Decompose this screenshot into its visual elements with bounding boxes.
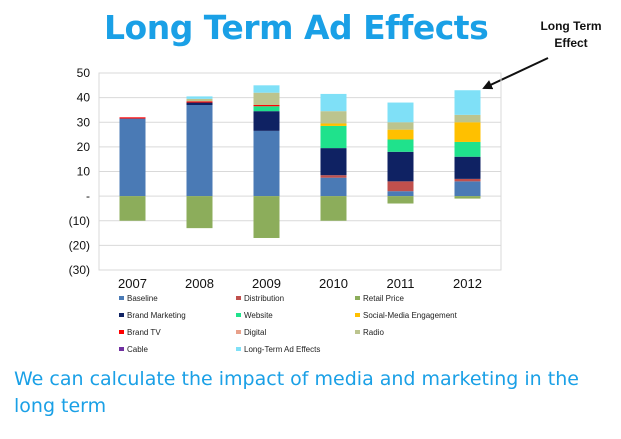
y-tick-label: (10) (69, 214, 90, 228)
x-axis-ticks: 2007 2008 2009 2010 2011 2012 (118, 276, 482, 291)
y-tick-label: 40 (77, 91, 91, 105)
legend-swatch (236, 313, 241, 317)
bar-segment (253, 111, 280, 131)
bar-segment (454, 196, 481, 199)
legend-label: Distribution (244, 294, 284, 303)
y-tick-label: 20 (77, 140, 91, 154)
bar-segment (186, 105, 213, 197)
bar-segment (119, 118, 146, 197)
y-tick-label: (20) (69, 238, 90, 252)
bar-segment (186, 196, 213, 229)
x-tick-label: 2009 (252, 276, 281, 291)
legend-label: Long-Term Ad Effects (244, 345, 320, 354)
x-tick-label: 2012 (453, 276, 482, 291)
bar-segment (454, 114, 481, 123)
bar-segment (454, 90, 481, 115)
legend-swatch (119, 296, 124, 300)
legend-swatch (236, 347, 241, 351)
legend-label: Baseline (127, 294, 158, 303)
bar-segment (454, 181, 481, 197)
bar-segment (186, 96, 213, 99)
bar-segment (387, 139, 414, 152)
callout-label: Long Term Effect (540, 19, 602, 50)
legend-swatch (119, 330, 124, 334)
bar-segment (320, 111, 347, 124)
callout-arrow (482, 57, 549, 90)
x-tick-label: 2011 (387, 276, 415, 291)
bar-segment (119, 117, 146, 119)
grid-lines (99, 72, 501, 271)
legend-label: Radio (363, 328, 384, 337)
x-tick-label: 2007 (118, 276, 147, 291)
legend-label: Social-Media Engagement (363, 311, 458, 320)
bar-segment (454, 122, 481, 142)
y-tick-label: 50 (77, 66, 91, 80)
legend-label: Retail Price (363, 294, 404, 303)
bar-segment (320, 175, 347, 178)
bar-segment (320, 148, 347, 176)
bar-segment (387, 129, 414, 140)
bar-segment (387, 151, 414, 182)
bar-segment (119, 196, 146, 221)
bar-segment (387, 196, 414, 204)
legend-label: Brand TV (127, 328, 161, 337)
y-axis-ticks: 50 40 30 20 10 - (10) (20) (30) (69, 66, 91, 277)
legend-swatch (355, 296, 360, 300)
y-tick-label: - (86, 189, 90, 203)
legend-swatch (119, 313, 124, 317)
bar-segment (253, 105, 280, 107)
legend-label: Brand Marketing (127, 311, 186, 320)
legend-swatch (119, 347, 124, 351)
bar-segment (387, 191, 414, 197)
bar-segment (253, 196, 280, 238)
legend-label: Website (244, 311, 273, 320)
bar-segment (320, 93, 347, 112)
bar-segment (320, 196, 347, 221)
bar-segment (454, 178, 481, 182)
page-title: Long Term Ad Effects (104, 8, 489, 47)
bars (119, 85, 481, 238)
legend-swatch (236, 330, 241, 334)
bar-segment (320, 177, 347, 197)
bar-segment (253, 92, 280, 106)
y-tick-label: 10 (77, 165, 91, 179)
bar-segment (454, 141, 481, 157)
bar-segment (320, 125, 347, 149)
bar-segment (320, 123, 347, 126)
legend-label: Digital (244, 328, 266, 337)
legend: Baseline Distribution Retail Price Brand Ma… (119, 294, 458, 354)
x-tick-label: 2010 (319, 276, 348, 291)
bar-segment (186, 101, 213, 103)
bar-segment (253, 106, 280, 112)
x-tick-label: 2008 (185, 276, 214, 291)
bar-segment (186, 102, 213, 106)
bar-segment (387, 181, 414, 192)
bar-segment (186, 98, 213, 102)
y-tick-label: 30 (77, 115, 91, 129)
legend-label: Cable (127, 345, 148, 354)
bar-segment (387, 122, 414, 130)
legend-swatch (355, 330, 360, 334)
bar-segment (387, 102, 414, 123)
caption-text: We can calculate the impact of media and… (14, 368, 579, 417)
legend-swatch (236, 296, 241, 300)
bar-segment (253, 85, 280, 93)
legend-swatch (355, 313, 360, 317)
y-tick-label: (30) (69, 263, 90, 277)
bar-segment (454, 156, 481, 179)
bar-segment (253, 130, 280, 197)
